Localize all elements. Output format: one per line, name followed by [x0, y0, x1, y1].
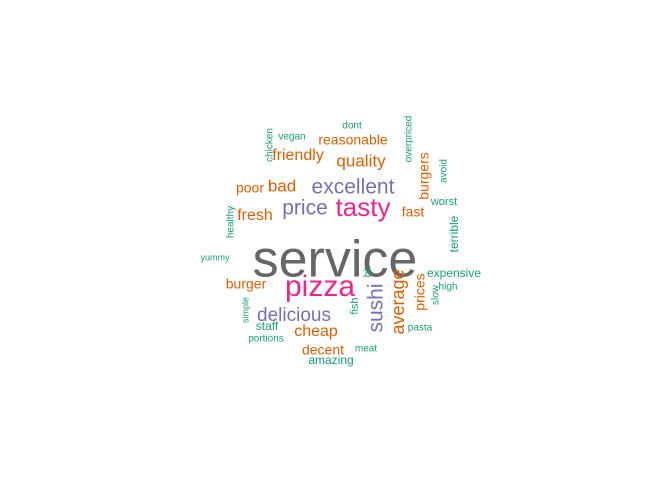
word-average: average: [388, 269, 408, 334]
word-delicious: delicious: [257, 305, 331, 326]
word-burger: burger: [226, 276, 267, 292]
word-meat: meat: [355, 344, 377, 355]
word-overpriced: overpriced: [404, 116, 415, 163]
word-expensive: expensive: [427, 266, 481, 280]
word-yummy: yummy: [201, 252, 230, 262]
word-terrible: terrible: [447, 215, 461, 252]
word-pizza: pizza: [285, 270, 355, 303]
word-excellent: excellent: [312, 176, 395, 199]
word-fresh: fresh: [237, 207, 273, 224]
word-healthy: healthy: [226, 206, 237, 238]
word-service: service: [253, 231, 418, 289]
word-vegan: vegan: [278, 132, 305, 143]
word-dont: dont: [342, 121, 362, 132]
word-poor: poor: [236, 180, 264, 196]
word-fast: fast: [402, 204, 425, 220]
word-portions: portions: [248, 334, 284, 345]
word-sushi: sushi: [365, 283, 388, 332]
word-cheap: cheap: [294, 323, 338, 340]
word-amazing: amazing: [308, 353, 353, 367]
word-bad: bad: [268, 176, 296, 195]
word-slow: slow: [431, 284, 442, 305]
word-burgers: burgers: [416, 152, 432, 199]
word-pasta: pasta: [408, 323, 433, 334]
word-simple: simple: [240, 297, 250, 323]
word-high: high: [439, 282, 458, 293]
word-avoid: avoid: [439, 159, 450, 183]
word-quality: quality: [336, 151, 386, 170]
word-price: price: [282, 197, 328, 220]
word-tasty: tasty: [336, 192, 391, 222]
word-friendly: friendly: [272, 147, 324, 164]
word-chicken: chicken: [265, 128, 276, 162]
word-staff: staff: [256, 319, 279, 333]
word-bit: bit: [363, 266, 374, 277]
word-prices: prices: [412, 273, 428, 310]
word-fish: fish: [349, 297, 361, 314]
word-decent: decent: [302, 342, 344, 358]
word-worst: worst: [430, 196, 457, 208]
word-reasonable: reasonable: [318, 132, 387, 148]
